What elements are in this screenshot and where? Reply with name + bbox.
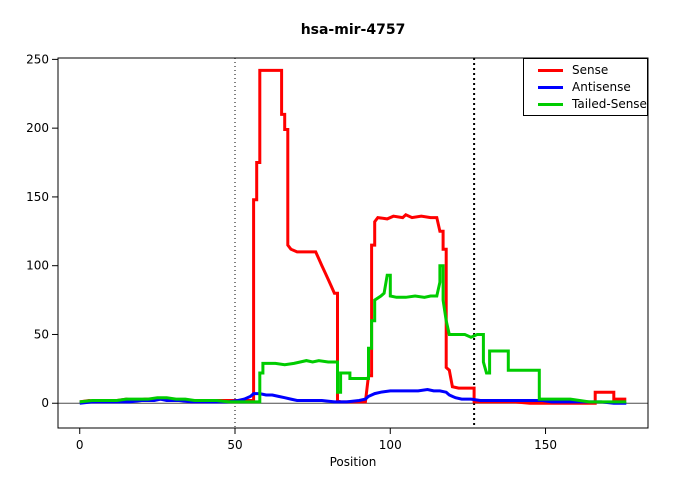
legend: Sense Antisense Tailed-Sense xyxy=(523,58,648,116)
y-tick-label: 0 xyxy=(41,396,49,410)
x-tick-label: 150 xyxy=(534,438,557,452)
series-line-sense xyxy=(79,68,627,405)
x-tick-label: 100 xyxy=(379,438,402,452)
legend-item-antisense: Antisense xyxy=(538,80,647,95)
chart-title: hsa-mir-4757 xyxy=(300,22,406,38)
legend-swatch-tailed-sense xyxy=(538,102,563,106)
x-tick-label: 0 xyxy=(76,438,84,452)
plot-frame xyxy=(57,57,649,429)
legend-label: Tailed-Sense xyxy=(572,96,647,111)
y-tick-label: 250 xyxy=(26,52,49,66)
y-tick-label: 50 xyxy=(34,327,49,341)
series-line-tailed-sense xyxy=(79,264,627,404)
y-tick-label: 100 xyxy=(26,259,49,273)
legend-swatch-sense xyxy=(538,68,563,72)
x-tick-label: 50 xyxy=(227,438,242,452)
series-line-antisense xyxy=(79,387,627,405)
legend-item-sense: Sense xyxy=(538,63,647,78)
legend-label: Sense xyxy=(572,62,609,77)
y-tick-label: 200 xyxy=(26,121,49,135)
legend-swatch-antisense xyxy=(538,85,563,89)
y-tick-label: 150 xyxy=(26,190,49,204)
legend-label: Antisense xyxy=(572,79,631,94)
x-axis-label: Position xyxy=(329,455,377,469)
legend-item-tailed-sense: Tailed-Sense xyxy=(538,97,647,112)
